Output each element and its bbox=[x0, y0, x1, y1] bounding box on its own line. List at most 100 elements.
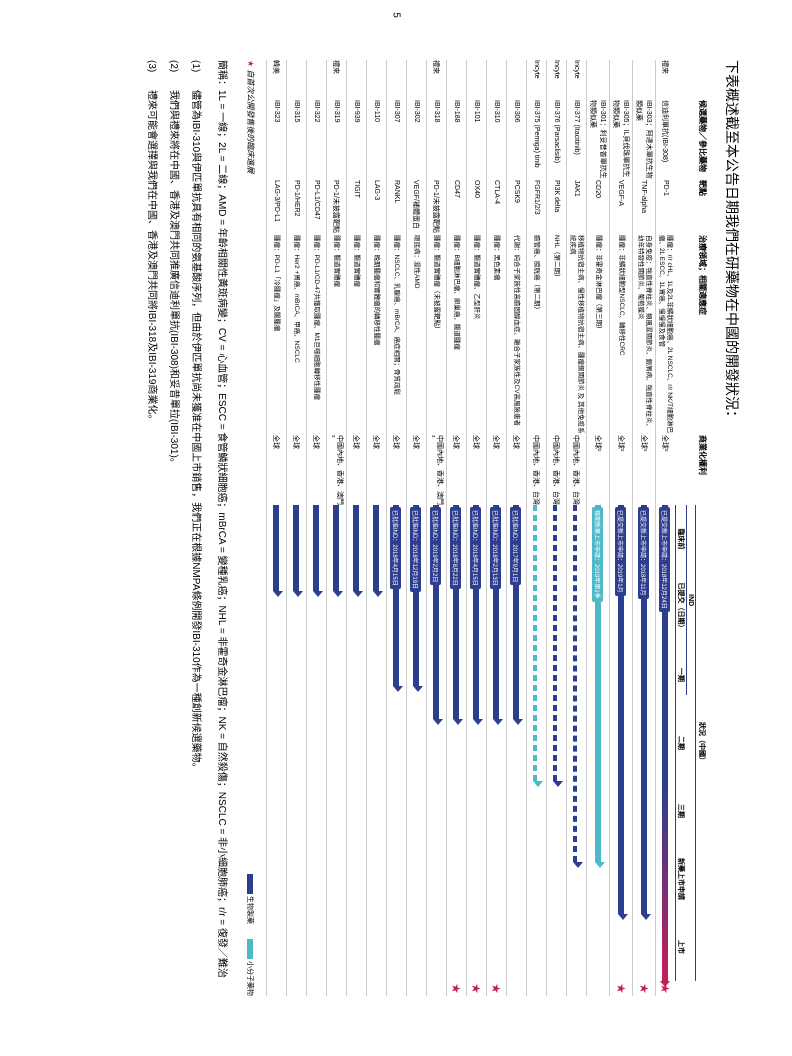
footnote: (1)儘管為IBI-310與伊匹單抗具有相同的氨基酸序列，但由於伊匹單抗尚未獲准… bbox=[187, 60, 203, 996]
pipeline-row: IBI-302VEGF/補體蛋白眼底病：濕性AMD全球已批准IND：2018年1… bbox=[406, 60, 426, 996]
drug-cell: IBI-110 bbox=[373, 100, 380, 180]
indication-cell: 腫瘤：NSCLC、乳腺癌、mBrCA、癌症相關；骨質疏鬆 bbox=[393, 235, 401, 435]
status-badge: 已批准IND：2019年2月2日 bbox=[431, 507, 442, 585]
drug-cell: IBI-375 (Pemiga) tinib bbox=[533, 100, 540, 180]
drug-cell: IBI-939 bbox=[353, 100, 360, 180]
drug-cell: IBI-323 bbox=[273, 100, 280, 180]
indication-cell: 自身免疫：強直性脊柱炎、類風濕關節炎、銀屑病、強直性脊柱炎、幼年特發性關節炎、葡… bbox=[636, 235, 652, 435]
phase-cell: 已批准IND：2017年9月1日 bbox=[509, 505, 525, 981]
indication-cell: 腫瘤：Her2 +胃癌、mBrCA、甲癌、NSCLC bbox=[293, 235, 301, 435]
pipeline-row: IBI-305；IL貝伐珠單抗生物類似藥VEGF-A腫瘤：非鱗狀細胞型NSCLC… bbox=[609, 60, 632, 996]
pipeline-row: IBI-306PCSK9代謝：純合子家族性高膽固醇血症、雜合子家族性及CV高風險… bbox=[506, 60, 526, 996]
rights-cell: 全球 bbox=[372, 435, 382, 505]
page-heading: 下表概述截至本公告日期我們在研藥物在中國的開發狀況： bbox=[722, 60, 742, 996]
phase-cell: 已批准IND：2018年4月15日 bbox=[469, 505, 485, 981]
indication-cell: 腫瘤：晚期腫瘤和實體瘤的轉移性腫瘤 bbox=[373, 235, 381, 435]
drug-cell: IBI-315 bbox=[293, 100, 300, 180]
star-footnote: ★ 自首次公開發售後的臨床進展 bbox=[245, 60, 256, 173]
status-badge: 已批准IND：2018年2月13日 bbox=[491, 507, 502, 589]
indication-cell: 腫瘤：非霍奇金淋巴瘤（第三期） bbox=[594, 235, 602, 435]
partner-cell: Incyte bbox=[533, 60, 540, 100]
phase-cell bbox=[269, 505, 285, 981]
status-badge: 已提交新上市申請：2018年11月 bbox=[638, 507, 649, 599]
partner-cell: Incyte bbox=[573, 60, 580, 100]
rights-cell: 全球 bbox=[412, 435, 422, 505]
rights-cell: 全球 bbox=[472, 435, 482, 505]
phase-cell: 已批准IND：2018年8月22日 bbox=[449, 505, 465, 981]
partner-cell: 禮來 bbox=[332, 60, 342, 100]
drug-cell: IBI-307 bbox=[393, 100, 400, 180]
partner-cell: Incyte bbox=[553, 60, 560, 100]
target-cell: TIGIT bbox=[353, 180, 360, 235]
pipeline-row: IncyteIBI-377 (Itacitinib)JAK1移植物抗宿主病、慢性… bbox=[566, 60, 586, 996]
indication-cell: 移植物抗宿主病、慢性移植物抗宿主病、腫瘤銅關節炎 及 其他免疫系統疾病 bbox=[569, 235, 585, 435]
phase-cell bbox=[569, 505, 585, 981]
pipeline-table: 候選藥物／參比藥物 靶點 治療領域；相關適應症 商業化權利 狀況（中國） IND… bbox=[266, 60, 708, 996]
target-cell: RANKL bbox=[393, 180, 400, 235]
page-number: 5 bbox=[391, 0, 402, 30]
phase-cell: 已批准IND：2019年2月2日 bbox=[429, 505, 445, 981]
indication-cell: 腫瘤：腸道實體瘤 bbox=[333, 235, 341, 435]
indication-cell: 眼底病：濕性AMD bbox=[413, 235, 421, 435]
drug-cell: IBI-322 bbox=[313, 100, 320, 180]
drug-cell: IBI-310 bbox=[493, 100, 500, 180]
pipeline-row: IBI-322PD-L1/CD47腫瘤：PD-L1/CD-47共獲取腫瘤、M1巨… bbox=[306, 60, 326, 996]
target-cell: PD-1 bbox=[662, 180, 669, 235]
pipeline-row: IBI-303；阿達木單抗生物類似藥TNF-alpha自身免疫：強直性脊柱炎、類… bbox=[632, 60, 655, 996]
indication-cell: 腫瘤：r/r cHL、1L及2L非鱗狀細胞癌、2L NSCLC、r/r NK/T… bbox=[658, 235, 674, 435]
star-cell: ★ bbox=[470, 981, 484, 996]
rights-cell: 全球² bbox=[593, 435, 603, 505]
rights-cell: 全球² bbox=[639, 435, 649, 505]
status-badge: 已批准IND：2017年9月1日 bbox=[511, 507, 522, 585]
phase-cell bbox=[289, 505, 305, 981]
rights-cell: 全球 bbox=[452, 435, 462, 505]
indication-cell: 膽管癌、膀胱癌（第二期） bbox=[533, 235, 541, 435]
phase-cell: 已提交新上市申請：2019年1月 bbox=[613, 505, 629, 981]
indication-cell: 腫瘤：B細胞淋巴瘤、卵巢癌、腸道腫瘤 bbox=[453, 235, 461, 435]
target-cell: PD-1/未披露靶點 bbox=[332, 180, 342, 235]
target-cell: JAK1 bbox=[573, 180, 580, 235]
rights-cell: 全球 bbox=[492, 435, 502, 505]
table-header: 候選藥物／參比藥物 靶點 治療領域；相關適應症 商業化權利 狀況（中國） IND… bbox=[675, 60, 708, 996]
phase-cell: 已批准IND：2018年2月13日 bbox=[489, 505, 505, 981]
rights-cell: 中國內地、香港、台灣 bbox=[552, 435, 562, 505]
target-cell: VEGF-A bbox=[618, 180, 625, 235]
star-cell: ★ bbox=[450, 981, 464, 996]
pipeline-row: 禮來信迪利單抗(IBI-308)PD-1腫瘤：r/r cHL、1L及2L非鱗狀細… bbox=[655, 60, 675, 996]
pipeline-row: IBI-110LAG-3腫瘤：晚期腫瘤和實體瘤的轉移性腫瘤全球 bbox=[366, 60, 386, 996]
pipeline-row: IBI-315PD-1/HER2腫瘤：Her2 +胃癌、mBrCA、甲癌、NSC… bbox=[286, 60, 306, 996]
target-cell: FGFR1/2/3 bbox=[533, 180, 540, 235]
pipeline-row: IBI-301：利妥昔普單抗生物類似藥CD20腫瘤：非霍奇金淋巴瘤（第三期）全球… bbox=[586, 60, 609, 996]
pipeline-row: 禮來IBI-319PD-1/未披露靶點腫瘤：腸道實體瘤中國內地、香港、澳門³ bbox=[326, 60, 346, 996]
indication-cell: 腫瘤：腸道實體瘤 bbox=[353, 235, 361, 435]
phase-cell: 已批准IND：2018年12月19日 bbox=[409, 505, 425, 981]
status-badge: 已批准IND：2018年12月19日 bbox=[411, 507, 422, 592]
pipeline-row: IncyteIBI-375 (Pemiga) tinibFGFR1/2/3膽管癌… bbox=[526, 60, 546, 996]
indication-cell: 腫瘤：PD-L1/CD-47共獲取腫瘤、M1巨噬細胞轉移性腫瘤 bbox=[313, 235, 321, 435]
status-badge: 已提交新上市申請：2018年12月24日 bbox=[660, 507, 671, 612]
rights-cell: 中國內地、香港、澳門³ bbox=[428, 435, 445, 505]
rights-cell: 中國內地、香港、台灣 bbox=[572, 435, 582, 505]
target-cell: VEGF/補體蛋白 bbox=[412, 180, 422, 235]
pipeline-row: IncyteIBI-376 (Parsaclisib)PI3K deltaNHL… bbox=[546, 60, 566, 996]
col-phases: 狀況（中國） IND 臨床前 已提交（日期） 一期 二期 三期 新藥上市申請 上… bbox=[675, 505, 708, 981]
phase-cell: 已批准IND：2018年4月15日 bbox=[389, 505, 405, 981]
target-cell: LAG-3/PD-L1 bbox=[273, 180, 280, 235]
pipeline-row: 韓美IBI-323LAG-3/PD-L1腫瘤：PD-L1「冷腫瘤」及腸腫瘤全球 bbox=[266, 60, 286, 996]
phase-cell bbox=[349, 505, 365, 981]
pipeline-row: IBI-939TIGIT腫瘤：腸道實體瘤全球 bbox=[346, 60, 366, 996]
legend-small-swatch bbox=[247, 939, 253, 959]
phase-cell bbox=[549, 505, 565, 981]
legend-bio-swatch bbox=[247, 874, 253, 894]
drug-cell: IBI-319 bbox=[333, 100, 340, 180]
status-badge: 已提交新上市申請：2019年1月 bbox=[615, 507, 626, 596]
rights-cell: 全球 bbox=[512, 435, 522, 505]
target-cell: PI3K delta bbox=[553, 180, 560, 235]
target-cell: PD-1/HER2 bbox=[293, 180, 300, 235]
drug-cell: IBI-306 bbox=[513, 100, 520, 180]
indication-cell: 腫瘤：非鱗狀細胞型NSCLC、轉移性CRC bbox=[617, 235, 625, 435]
phase-cell: 已提交新上市申請：2018年11月 bbox=[636, 505, 652, 981]
indication-cell: NHL（第二期） bbox=[553, 235, 561, 435]
status-badge: 已批准IND：2018年8月22日 bbox=[451, 507, 462, 589]
indication-cell: 腫瘤：腸道實體瘤、乙型肝炎 bbox=[473, 235, 481, 435]
